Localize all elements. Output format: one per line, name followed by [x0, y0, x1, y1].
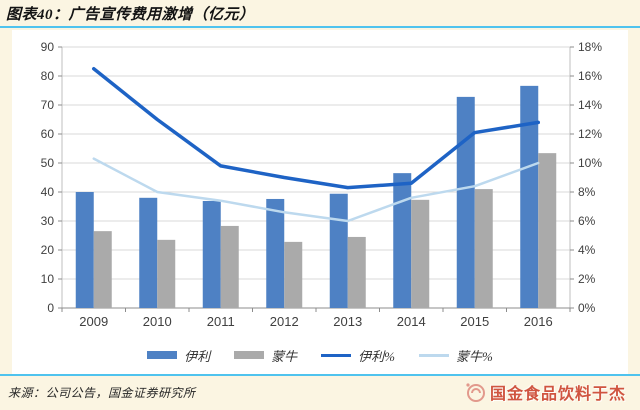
right-tick-label-14%: 14%: [578, 98, 602, 112]
legend-swatch-mengniu-pct-line: [419, 353, 450, 357]
bar-伊利-2013: [329, 193, 348, 308]
right-tick-label-4%: 4%: [578, 243, 596, 257]
bar-蒙牛-2012: [284, 241, 303, 308]
legend-label-yili-pct: 伊利%: [358, 348, 396, 364]
right-tick-label-16%: 16%: [578, 69, 602, 83]
right-tick-label-0%: 0%: [578, 301, 596, 315]
left-tick-label-40: 40: [41, 185, 55, 199]
legend-swatch-yili-pct-line: [321, 353, 352, 357]
legend-item-mengniu-pct: 蒙牛%: [419, 346, 493, 365]
bar-伊利-2015: [456, 96, 475, 308]
legend-label-yili: 伊利: [184, 348, 211, 364]
left-tick-label-60: 60: [41, 127, 55, 141]
legend-label-mengniu-pct: 蒙牛%: [456, 348, 493, 364]
x-label-2014: 2014: [397, 314, 426, 329]
left-tick-label-30: 30: [41, 214, 55, 228]
guojin-logo-icon: [466, 383, 485, 402]
left-tick-label-50: 50: [41, 156, 55, 170]
left-tick-label-20: 20: [41, 243, 55, 257]
bar-蒙牛-2016: [538, 153, 557, 308]
x-label-2016: 2016: [524, 314, 553, 329]
right-tick-label-2%: 2%: [578, 272, 596, 286]
left-tick-label-90: 90: [41, 40, 55, 54]
right-tick-label-10%: 10%: [578, 156, 602, 170]
watermark-text: 国金食品饮料于杰: [489, 386, 626, 403]
right-tick-label-6%: 6%: [578, 214, 596, 228]
x-label-2011: 2011: [207, 314, 235, 329]
legend-swatch-mengniu-bar: [234, 351, 265, 359]
bar-蒙牛-2013: [347, 236, 366, 308]
chart-title-bar: 图表40：广告宣传费用激增（亿元）: [0, 0, 640, 28]
legend-item-yili: 伊利: [147, 346, 210, 365]
legend-item-yili-pct: 伊利%: [321, 346, 395, 365]
bar-蒙牛-2009: [93, 231, 112, 308]
x-label-2010: 2010: [143, 314, 172, 329]
bar-蒙牛-2010: [157, 239, 176, 308]
right-tick-label-12%: 12%: [578, 127, 602, 141]
chart-footer: 来源：公司公告，国金证券研究所 国金食品饮料于杰: [0, 374, 640, 410]
bar-伊利-2012: [266, 198, 285, 308]
watermark: 国金食品饮料于杰: [464, 380, 626, 404]
chart-legend: 伊利 蒙牛 伊利% 蒙牛%: [0, 346, 640, 364]
x-label-2013: 2013: [333, 314, 362, 329]
legend-swatch-yili-bar: [147, 351, 178, 359]
legend-item-mengniu: 蒙牛: [234, 346, 297, 365]
bar-蒙牛-2011: [220, 225, 239, 308]
right-tick-label-18%: 18%: [578, 40, 602, 54]
line-伊利%: [92, 67, 540, 190]
bar-伊利-2011: [202, 200, 221, 308]
x-label-2012: 2012: [270, 314, 299, 329]
bar-伊利-2010: [139, 197, 158, 308]
chart-title: 图表40：广告宣传费用激增（亿元）: [6, 6, 255, 23]
line-蒙牛%: [92, 157, 540, 223]
bar-伊利-2014: [393, 173, 412, 308]
source-note: 来源：公司公告，国金证券研究所: [8, 386, 196, 400]
x-label-2009: 2009: [79, 314, 108, 329]
x-label-2015: 2015: [460, 314, 489, 329]
bar-伊利-2009: [75, 192, 94, 308]
left-tick-label-10: 10: [41, 272, 55, 286]
bar-伊利-2016: [520, 85, 539, 308]
right-tick-label-8%: 8%: [578, 185, 596, 199]
left-tick-label-0: 0: [47, 301, 54, 315]
left-tick-label-80: 80: [41, 69, 55, 83]
bar-蒙牛-2015: [474, 189, 493, 308]
left-tick-label-70: 70: [41, 98, 55, 112]
legend-label-mengniu: 蒙牛: [271, 348, 298, 364]
bar-蒙牛-2014: [411, 199, 430, 308]
